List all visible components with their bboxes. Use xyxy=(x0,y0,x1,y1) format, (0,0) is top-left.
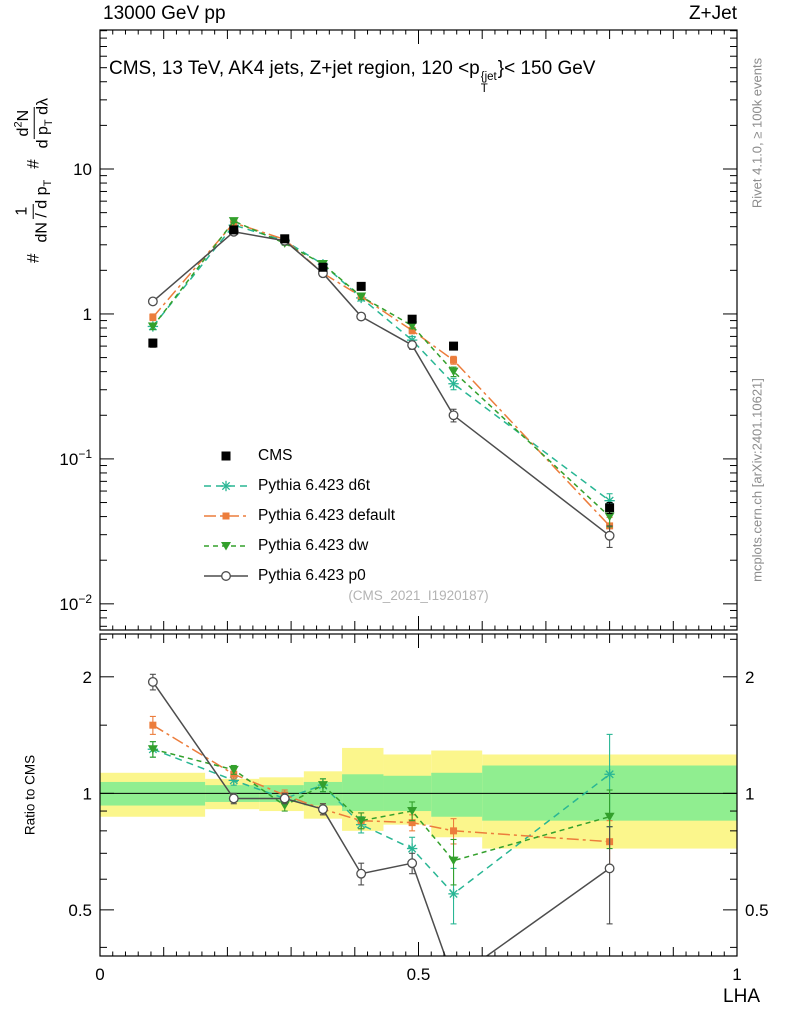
panel-frame xyxy=(99,29,738,631)
ratio-y-axis-title: Ratio to CMS xyxy=(22,754,38,836)
svg-text:1: 1 xyxy=(83,784,92,803)
legend-item-d6t: Pythia 6.423 d6t xyxy=(203,471,395,501)
pt-jet-symbol: p {jet T xyxy=(469,58,498,95)
svg-text:2: 2 xyxy=(745,668,754,687)
legend: CMS Pythia 6.423 d6t Pythia 6.423 default P… xyxy=(203,441,395,591)
ratio-uncertainty-bands xyxy=(100,747,737,849)
ylabel-fraction-1: 1 dN / d pT xyxy=(13,177,54,246)
beam-energy-label: 13000 GeV pp xyxy=(103,3,226,24)
main-y-axis-title: # 1 dN / d pT # d2N d pT dλ xyxy=(12,87,56,264)
legend-marker-d6t-icon xyxy=(204,480,248,492)
svg-text:10−1: 10−1 xyxy=(59,447,92,469)
legend-marker-dw-icon xyxy=(204,542,248,551)
frac2-numerator: d2N xyxy=(12,106,35,140)
svg-text:10−2: 10−2 xyxy=(59,592,92,614)
p-symbol: p xyxy=(469,58,480,79)
legend-label: Pythia 6.423 d6t xyxy=(258,477,371,494)
legend-item-p0: Pythia 6.423 p0 xyxy=(203,561,395,591)
series-p0-ratio xyxy=(147,673,615,956)
svg-text:10: 10 xyxy=(73,160,92,179)
mcplots-arxiv-note: mcplots.cern.ch [arXiv:2401.10621] xyxy=(749,378,765,582)
svg-text:1: 1 xyxy=(83,305,92,324)
ylabel-fraction-2: d2N d pT dλ xyxy=(12,95,56,151)
frac1-denominator: dN / d pT xyxy=(33,179,54,243)
plot-title-text-2: }< 150 GeV xyxy=(497,58,596,79)
svg-text:0.5: 0.5 xyxy=(407,965,431,984)
analysis-id-watermark: (CMS_2021_I1920187) xyxy=(348,588,489,603)
svg-text:2: 2 xyxy=(83,668,92,687)
legend-label: CMS xyxy=(258,447,293,464)
svg-text:1: 1 xyxy=(732,965,741,984)
legend-item-default: Pythia 6.423 default xyxy=(203,501,395,531)
legend-label: Pythia 6.423 default xyxy=(258,507,396,524)
legend-item-cms: CMS xyxy=(203,441,395,471)
pt-superscript: {jet xyxy=(480,70,497,83)
svg-text:0.5: 0.5 xyxy=(68,901,92,920)
series-cms-main xyxy=(148,225,615,515)
rivet-version-note: Rivet 4.1.0, ≥ 100k events xyxy=(749,57,765,209)
x-axis-title: LHA xyxy=(723,986,760,1007)
ylabel-hash-1: # xyxy=(23,253,43,264)
legend-item-dw: Pythia 6.423 dw xyxy=(203,531,395,561)
legend-marker-p0-icon xyxy=(204,571,248,581)
plot-title-text: CMS, 13 TeV, AK4 jets, Z+jet region, 120… xyxy=(109,58,470,79)
legend-marker-default-icon xyxy=(204,512,248,520)
legend-label: Pythia 6.423 p0 xyxy=(258,567,366,584)
pt-subscript: T xyxy=(480,82,488,95)
svg-text:0: 0 xyxy=(95,965,104,984)
frac1-numerator: 1 xyxy=(13,203,34,219)
svg-text:1: 1 xyxy=(745,784,754,803)
process-label: Z+Jet xyxy=(688,3,737,24)
legend-marker-cms-icon xyxy=(221,451,231,461)
ylabel-hash-2: # xyxy=(23,159,43,169)
frac2-denominator: d pT dλ xyxy=(34,97,55,149)
plot-title: CMS, 13 TeV, AK4 jets, Z+jet region, 120… xyxy=(109,58,595,95)
svg-text:0.5: 0.5 xyxy=(745,901,769,920)
legend-label: Pythia 6.423 dw xyxy=(258,537,369,554)
